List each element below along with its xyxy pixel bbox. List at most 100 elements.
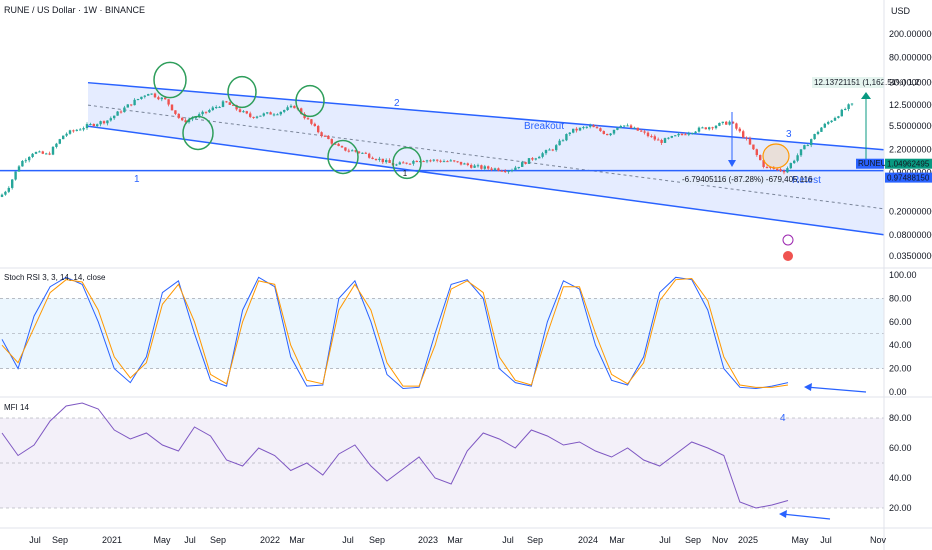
candle-body: [680, 133, 684, 135]
price-candle: [7, 186, 10, 194]
candle-body: [92, 123, 95, 127]
candle-body: [381, 158, 384, 163]
price-candle: [41, 150, 44, 155]
candle-body: [160, 97, 163, 100]
price-candle: [565, 133, 568, 142]
price-candle: [459, 161, 463, 166]
price-candle: [245, 110, 248, 115]
price-candle: [51, 146, 55, 156]
candle-body: [116, 111, 119, 116]
candle-body: [313, 123, 316, 127]
candle-body: [34, 152, 38, 154]
retest-label: Retest: [792, 175, 821, 186]
price-candle: [208, 108, 211, 114]
price-candle: [599, 127, 602, 132]
price-candle: [561, 138, 565, 142]
price-candle: [646, 131, 650, 138]
price-candle: [650, 134, 653, 138]
candle-body: [470, 165, 473, 168]
price-candle: [738, 127, 741, 133]
price-candle: [806, 143, 809, 147]
stoch-tick-label: 100.00: [889, 270, 917, 280]
candle-body: [844, 109, 847, 111]
price-pane[interactable]: 1 2 3 Breakout Retest 1 -6.79405116 (-87.28%) …: [0, 61, 920, 261]
candle-body: [289, 105, 293, 108]
price-candle: [181, 116, 184, 122]
candle-body: [249, 113, 252, 117]
candle-body: [752, 144, 755, 150]
price-candle: [398, 161, 401, 165]
mfi-line: [1, 402, 789, 509]
price-candle: [755, 148, 758, 157]
candle-body: [575, 128, 578, 131]
price-candle: [592, 124, 595, 128]
price-candle: [415, 160, 418, 163]
price-candle: [616, 127, 619, 131]
price-candle: [680, 132, 684, 136]
price-candle: [130, 104, 133, 107]
price-candle: [578, 127, 582, 132]
mfi-tick-label: 40.00: [889, 473, 912, 483]
time-tick-label: Sep: [369, 535, 385, 545]
price-candle: [759, 154, 762, 161]
candle-body: [99, 121, 102, 125]
price-candle: [555, 144, 558, 152]
candle-body: [255, 116, 259, 118]
chart-title: RUNE / US Dollar · 1W · BINANCE: [4, 5, 145, 15]
candle-body: [483, 166, 486, 169]
candle-body: [490, 168, 493, 170]
candle-body: [684, 134, 687, 136]
price-candle: [79, 127, 82, 131]
mfi-pane[interactable]: 4: [0, 402, 884, 520]
rise-measure-box: [812, 77, 884, 88]
price-candle: [364, 151, 367, 154]
price-candle: [45, 152, 48, 155]
candle-body: [833, 117, 837, 121]
candle-body: [368, 153, 371, 158]
candle-body: [72, 130, 75, 132]
candle-body: [653, 136, 656, 140]
price-candle: [4, 190, 7, 196]
price-candle: [113, 115, 116, 120]
time-tick-label: Sep: [527, 535, 543, 545]
candle-body: [405, 162, 408, 164]
candle-body: [748, 138, 752, 145]
candle-body: [541, 153, 544, 157]
candle-body: [589, 125, 592, 127]
candle-body: [782, 170, 786, 173]
price-candle: [582, 125, 585, 130]
candle-body: [204, 111, 208, 113]
candle-body: [633, 127, 636, 129]
price-candle: [850, 103, 854, 106]
price-candle: [470, 163, 473, 169]
candle-body: [259, 115, 262, 117]
currency-label: USD: [891, 6, 911, 16]
stoch-rsi-pane[interactable]: [0, 276, 884, 393]
price-candle: [466, 162, 469, 167]
time-tick-label: Jul: [820, 535, 832, 545]
price-candle: [823, 122, 826, 129]
price-candle: [697, 126, 701, 133]
time-tick-label: May: [153, 535, 171, 545]
candle-body: [626, 125, 629, 127]
candle-body: [286, 107, 289, 111]
stoch-title: Stoch RSI 3, 3, 14, 14, close: [4, 273, 106, 282]
candle-body: [38, 151, 41, 153]
candle-body: [837, 116, 840, 118]
candle-body: [667, 137, 670, 139]
candle-body: [293, 105, 296, 109]
time-tick-label: Mar: [447, 535, 463, 545]
price-candle: [735, 122, 738, 131]
price-candle: [544, 149, 548, 156]
price-candle: [731, 121, 735, 124]
candle-body: [24, 160, 27, 162]
price-candle: [320, 131, 323, 138]
candle-body: [170, 104, 174, 111]
stoch-tick-label: 80.00: [889, 293, 912, 303]
time-axis[interactable]: Jul Sep 2021 May Jul Sep 2022 Mar Jul Sep 2023 Mar J…: [29, 535, 886, 545]
price-candle: [99, 120, 102, 127]
candle-body: [524, 162, 527, 164]
candle-body: [242, 111, 245, 113]
